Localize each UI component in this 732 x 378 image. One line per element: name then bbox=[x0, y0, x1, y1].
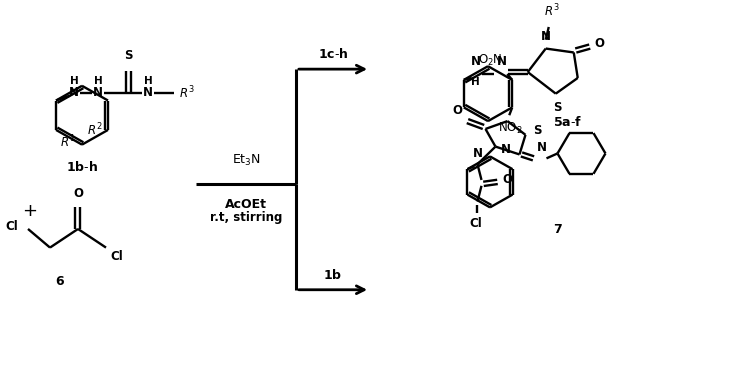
Text: +: + bbox=[23, 202, 37, 220]
Text: N: N bbox=[143, 86, 153, 99]
Text: N: N bbox=[501, 143, 510, 156]
Text: $\mathrm{NO_2}$: $\mathrm{NO_2}$ bbox=[498, 121, 523, 136]
Text: $\mathrm{Et_3N}$: $\mathrm{Et_3N}$ bbox=[231, 153, 261, 168]
Text: N: N bbox=[541, 29, 550, 43]
Text: $R^1$: $R^1$ bbox=[60, 134, 75, 150]
Text: H: H bbox=[94, 76, 102, 86]
Text: $R^2$: $R^2$ bbox=[86, 122, 102, 138]
Text: $\mathbf{7}$: $\mathbf{7}$ bbox=[553, 223, 562, 236]
Text: Cl: Cl bbox=[5, 220, 18, 234]
Text: $\mathbf{1b}$: $\mathbf{1b}$ bbox=[324, 268, 343, 282]
Text: N: N bbox=[472, 147, 482, 160]
Text: r.t, stirring: r.t, stirring bbox=[210, 211, 283, 224]
Text: H: H bbox=[143, 76, 152, 86]
Text: Cl: Cl bbox=[469, 217, 482, 230]
Text: H: H bbox=[70, 76, 78, 86]
Text: $R^3$: $R^3$ bbox=[544, 3, 559, 19]
Text: S: S bbox=[553, 101, 562, 115]
Text: N: N bbox=[471, 55, 481, 68]
Text: $\mathbf{1c\text{-}h}$: $\mathbf{1c\text{-}h}$ bbox=[318, 47, 348, 61]
Text: $\mathbf{5a\text{-}f}$: $\mathbf{5a\text{-}f}$ bbox=[553, 115, 583, 129]
Text: O: O bbox=[502, 174, 512, 186]
Text: N: N bbox=[497, 55, 507, 68]
Text: N: N bbox=[69, 86, 79, 99]
Text: O: O bbox=[73, 187, 83, 200]
Text: $\mathrm{O_2N}$: $\mathrm{O_2N}$ bbox=[478, 53, 502, 68]
Text: H: H bbox=[471, 77, 480, 87]
Text: Cl: Cl bbox=[110, 249, 123, 263]
Text: AcOEt: AcOEt bbox=[225, 198, 267, 211]
Text: N: N bbox=[537, 141, 547, 155]
Text: O: O bbox=[452, 104, 463, 117]
Text: S: S bbox=[124, 49, 132, 62]
Text: O: O bbox=[595, 37, 605, 50]
Text: N: N bbox=[93, 86, 103, 99]
Text: $R^3$: $R^3$ bbox=[179, 84, 195, 101]
Text: $\mathbf{1b\text{-}h}$: $\mathbf{1b\text{-}h}$ bbox=[66, 160, 98, 174]
Text: S: S bbox=[534, 124, 542, 138]
Text: $\mathbf{6}$: $\mathbf{6}$ bbox=[55, 275, 65, 288]
